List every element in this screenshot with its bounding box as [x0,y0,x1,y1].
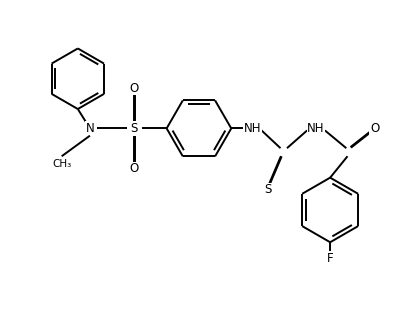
Text: CH₃: CH₃ [52,159,71,169]
Text: NH: NH [306,122,324,135]
Text: F: F [326,252,333,265]
Text: S: S [263,183,271,196]
Text: O: O [129,81,139,95]
Text: O: O [129,162,139,175]
Text: S: S [130,122,138,135]
Text: O: O [369,122,378,135]
Text: NH: NH [243,122,261,135]
Text: N: N [85,122,94,135]
